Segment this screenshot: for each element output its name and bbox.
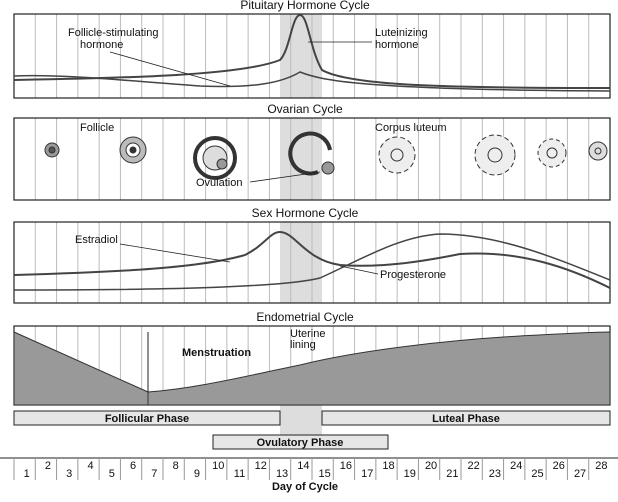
day-label: 15 [319,468,331,480]
day-label: 20 [425,460,437,472]
leader [249,171,321,183]
label: Ovulation [196,177,242,189]
day-label: 11 [234,468,245,480]
panel-title: Endometrial Cycle [256,310,354,324]
axis-label: Day of Cycle [272,481,338,493]
ovarian-panel [13,117,611,201]
leader [109,51,231,87]
endometrium [147,331,611,406]
day-label: 25 [531,468,543,480]
day-label: 19 [404,468,416,480]
day-label: 14 [297,460,309,472]
day-label: 17 [361,468,373,480]
day-label: 10 [212,460,224,472]
label: Menstruation [182,347,251,359]
label: Estradiol [75,234,118,246]
phase-label: Ovulatory Phase [257,437,344,449]
day-label: 3 [66,468,72,480]
phase-label: Luteal Phase [432,413,500,425]
day-label: 23 [489,468,501,480]
ovulation-bands [280,14,322,435]
day-label: 2 [45,460,51,472]
label: Corpus luteum [375,122,447,134]
label: hormone [375,39,418,51]
progesterone-curve [13,233,611,291]
panel-title: Ovarian Cycle [267,102,343,116]
follicles [44,131,608,180]
day-label: 12 [255,460,267,472]
day-label: 5 [109,468,115,480]
day-label: 22 [468,460,480,472]
label: Progesterone [380,269,446,281]
pituitary-panel [13,13,611,99]
day-label: 18 [382,460,394,472]
day-labels: 1234567891011121314151617181920212223242… [13,458,607,480]
leader [339,265,379,275]
estradiol-curve [13,230,611,289]
label: Uterine [290,328,325,340]
day-label: 7 [151,468,157,480]
label: hormone [80,39,123,51]
day-label: 8 [173,460,179,472]
phase-bar [13,410,281,426]
label: Follicle-stimulating [68,27,158,39]
panel-title: Pituitary Hormone Cycle [240,0,370,12]
label: lining [290,339,316,351]
day-label: 9 [194,468,200,480]
day-label: 6 [130,460,136,472]
lh-curve [13,13,611,89]
day-label: 26 [553,460,565,472]
fsh-curve [13,71,611,92]
phase-bar [212,434,389,450]
sex-hormone-panel [13,221,611,304]
leader [119,243,231,263]
day-label: 1 [24,468,30,480]
day-label: 21 [446,468,458,480]
day-label: 16 [340,460,352,472]
panel-title: Sex Hormone Cycle [252,206,359,220]
label: Luteinizing [375,27,428,39]
day-label: 4 [87,460,93,472]
label: Follicle [80,122,114,134]
phase-label: Follicular Phase [105,413,189,425]
endometrium [13,331,149,406]
day-label: 13 [276,468,288,480]
day-label: 28 [595,460,607,472]
phase-bar [321,410,611,426]
day-label: 27 [574,468,586,480]
day-label: 24 [510,460,522,472]
